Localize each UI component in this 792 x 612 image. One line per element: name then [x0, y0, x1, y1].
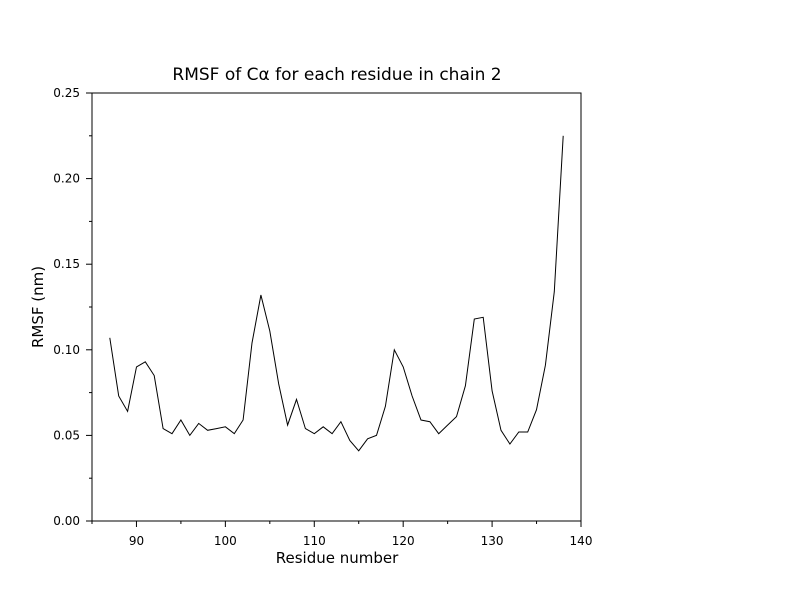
- y-tick-label: 0.15: [53, 257, 80, 271]
- x-tick-label: 140: [570, 534, 593, 548]
- y-tick-label: 0.00: [53, 514, 80, 528]
- y-tick-label: 0.05: [53, 428, 80, 442]
- y-axis-ticks: 0.00 0.05 0.10 0.15 0.20 0.25: [53, 86, 92, 528]
- x-tick-label: 120: [392, 534, 415, 548]
- y-tick-label: 0.25: [53, 86, 80, 100]
- rmsf-series-line: [109, 135, 564, 452]
- x-axis-ticks: 90 100 110 120 130 140: [91, 521, 593, 548]
- y-tick-label: 0.10: [53, 343, 80, 357]
- x-tick-label: 130: [481, 534, 504, 548]
- x-tick-label: 110: [303, 534, 326, 548]
- plot-frame: [91, 92, 582, 522]
- chart-title: RMSF of Cα for each residue in chain 2: [172, 65, 501, 85]
- x-axis-label: Residue number: [276, 549, 399, 567]
- x-tick-label: 90: [129, 534, 144, 548]
- x-tick-label: 100: [214, 534, 237, 548]
- y-axis-label: RMSF (nm): [29, 266, 47, 348]
- y-tick-label: 0.20: [53, 172, 80, 186]
